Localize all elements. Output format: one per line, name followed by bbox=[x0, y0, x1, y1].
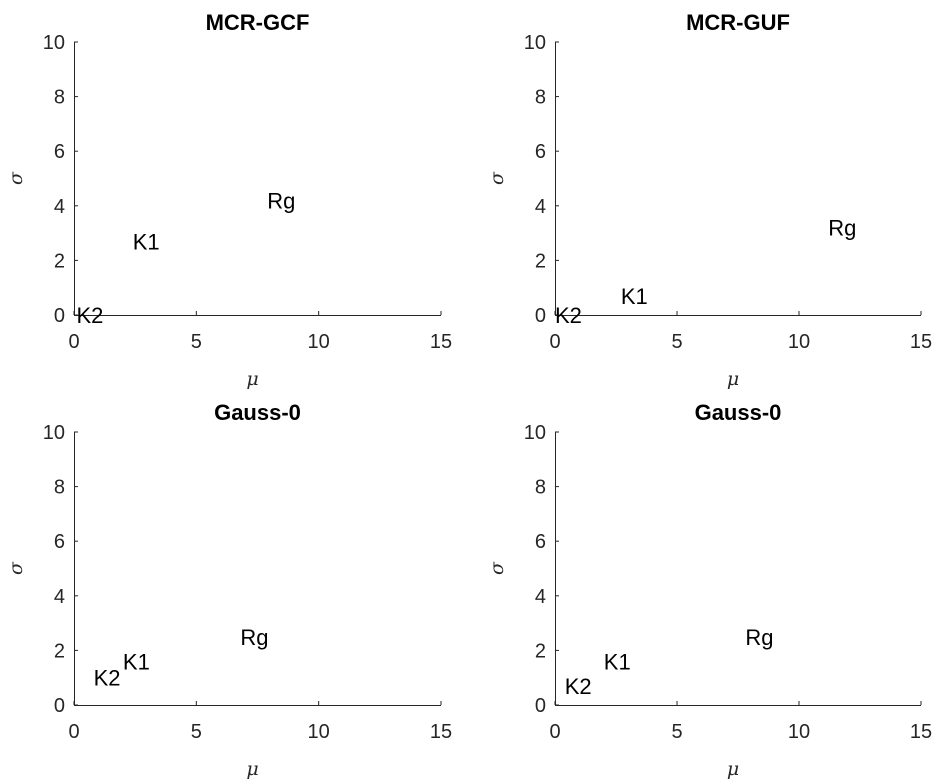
x-tick-label: 15 bbox=[430, 331, 452, 353]
x-tick-label: 0 bbox=[68, 331, 79, 353]
y-tick-label: 10 bbox=[524, 32, 546, 54]
point-label-rg: Rg bbox=[267, 188, 295, 213]
y-tick-label: 8 bbox=[535, 477, 546, 499]
point-label-k2: K2 bbox=[565, 674, 592, 699]
y-tick-label: 8 bbox=[54, 87, 65, 109]
point-label-k1: K1 bbox=[123, 649, 150, 674]
point-label-k1: K1 bbox=[133, 229, 160, 254]
x-axis-label: μ bbox=[727, 758, 739, 780]
x-axis-label: μ bbox=[246, 368, 258, 390]
point-label-rg: Rg bbox=[828, 216, 856, 241]
point-label-k1: K1 bbox=[604, 649, 631, 674]
x-tick-label: 15 bbox=[910, 331, 932, 353]
y-tick-label: 4 bbox=[535, 196, 546, 218]
x-axis-label: μ bbox=[246, 758, 258, 780]
y-tick-label: 2 bbox=[535, 250, 546, 272]
y-tick-label: 6 bbox=[54, 531, 65, 553]
y-tick-label: 2 bbox=[54, 250, 65, 272]
x-tick-label: 10 bbox=[308, 721, 330, 743]
point-label-k2: K2 bbox=[94, 666, 121, 691]
y-tick-label: 6 bbox=[535, 141, 546, 163]
subplot-title: Gauss-0 bbox=[214, 400, 301, 425]
point-label-k1: K1 bbox=[621, 284, 648, 309]
x-tick-label: 0 bbox=[549, 331, 560, 353]
x-tick-label: 0 bbox=[68, 721, 79, 743]
subplot-title: MCR-GCF bbox=[206, 10, 310, 35]
y-tick-label: 6 bbox=[54, 141, 65, 163]
y-axis-label: σ bbox=[5, 561, 27, 575]
y-tick-label: 10 bbox=[524, 422, 546, 444]
point-label-rg: Rg bbox=[745, 625, 773, 650]
y-tick-label: 10 bbox=[43, 32, 65, 54]
x-tick-label: 5 bbox=[671, 721, 682, 743]
x-tick-label: 10 bbox=[788, 331, 810, 353]
y-tick-label: 0 bbox=[54, 305, 65, 327]
y-tick-label: 8 bbox=[54, 477, 65, 499]
y-tick-label: 2 bbox=[535, 640, 546, 662]
x-tick-label: 5 bbox=[671, 331, 682, 353]
y-tick-label: 0 bbox=[54, 695, 65, 717]
x-axis-label: μ bbox=[727, 368, 739, 390]
point-label-k2: K2 bbox=[76, 303, 103, 328]
y-tick-label: 6 bbox=[535, 531, 546, 553]
x-tick-label: 15 bbox=[910, 721, 932, 743]
y-tick-label: 2 bbox=[54, 640, 65, 662]
x-tick-label: 15 bbox=[430, 721, 452, 743]
subplot-1: MCR-GCF 0 5 10 15 0 2 4 6 8 10 μ σ Rg K1 K2 bbox=[5, 10, 452, 390]
x-tick-label: 10 bbox=[788, 721, 810, 743]
subplot-2: MCR-GUF 0 5 10 15 0 2 4 6 8 10 μ σ Rg K1 K2 bbox=[486, 10, 932, 390]
y-tick-label: 4 bbox=[54, 196, 65, 218]
y-tick-label: 4 bbox=[535, 586, 546, 608]
y-tick-label: 8 bbox=[535, 87, 546, 109]
x-tick-label: 5 bbox=[191, 721, 202, 743]
subplot-4: Gauss-0 0 5 10 15 0 2 4 6 8 10 μ σ Rg K1 K2 bbox=[486, 400, 932, 780]
y-axis-label: σ bbox=[5, 171, 27, 185]
y-tick-label: 0 bbox=[535, 305, 546, 327]
point-label-k2: K2 bbox=[555, 303, 582, 328]
point-label-rg: Rg bbox=[240, 625, 268, 650]
subplot-title: Gauss-0 bbox=[695, 400, 782, 425]
y-tick-label: 10 bbox=[43, 422, 65, 444]
y-axis-label: σ bbox=[486, 171, 508, 185]
y-axis-label: σ bbox=[486, 561, 508, 575]
y-tick-label: 0 bbox=[535, 695, 546, 717]
x-tick-label: 5 bbox=[191, 331, 202, 353]
y-tick-label: 4 bbox=[54, 586, 65, 608]
x-tick-label: 0 bbox=[549, 721, 560, 743]
x-tick-label: 10 bbox=[308, 331, 330, 353]
subplot-title: MCR-GUF bbox=[686, 10, 790, 35]
